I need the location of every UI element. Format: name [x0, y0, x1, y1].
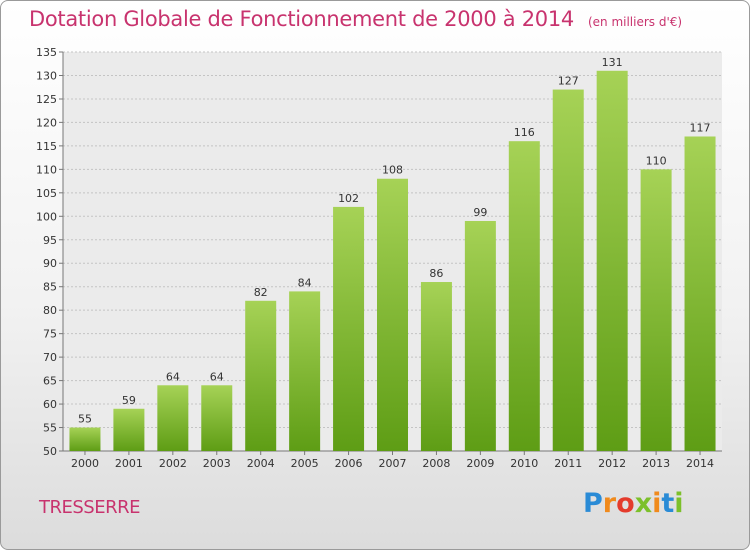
data-label-2002: 64 — [166, 370, 180, 383]
data-label-2000: 55 — [78, 413, 92, 426]
bar-2008 — [420, 282, 452, 451]
chart-title: Dotation Globale de Fonctionnement de 20… — [29, 7, 682, 31]
bar-2000 — [69, 427, 101, 451]
data-label-2010: 116 — [514, 126, 535, 139]
y-tick-label: 75 — [43, 328, 57, 341]
x-tick-label-2008: 2008 — [422, 457, 450, 470]
y-tick-label: 135 — [36, 46, 57, 59]
proxiti-logo: Proxiti — [583, 488, 684, 519]
data-label-2011: 127 — [558, 75, 579, 88]
data-label-2001: 59 — [122, 394, 136, 407]
town-name: TRESSERRE — [39, 497, 141, 518]
x-tick-label-2010: 2010 — [510, 457, 538, 470]
bar-2009 — [464, 220, 496, 451]
bar-2003 — [201, 385, 233, 451]
x-tick-label-2007: 2007 — [379, 457, 407, 470]
data-label-2012: 131 — [602, 56, 623, 69]
y-tick-label: 60 — [43, 398, 57, 411]
data-label-2007: 108 — [382, 164, 403, 177]
y-tick-label: 110 — [36, 163, 57, 176]
y-tick-label: 80 — [43, 304, 57, 317]
bar-2013 — [640, 169, 672, 451]
data-label-2005: 84 — [298, 276, 312, 289]
x-tick-label-2004: 2004 — [247, 457, 275, 470]
chart-title-text: Dotation Globale de Fonctionnement de 20… — [29, 7, 574, 31]
bar-2002 — [157, 385, 189, 451]
x-tick-label-2011: 2011 — [554, 457, 582, 470]
bar-2014 — [684, 136, 716, 451]
y-tick-label: 90 — [43, 257, 57, 270]
x-tick-label-2003: 2003 — [203, 457, 231, 470]
bar-2006 — [333, 206, 365, 451]
x-tick-label-2001: 2001 — [115, 457, 143, 470]
data-label-2003: 64 — [210, 370, 224, 383]
chart-subtitle: (en milliers d'€) — [587, 15, 683, 29]
y-tick-label: 65 — [43, 375, 57, 388]
data-label-2009: 99 — [473, 206, 487, 219]
bar-2010 — [508, 141, 540, 451]
y-tick-label: 85 — [43, 281, 57, 294]
y-tick-label: 125 — [36, 93, 57, 106]
x-tick-label-2013: 2013 — [642, 457, 670, 470]
y-tick-label: 130 — [36, 69, 57, 82]
bar-2012 — [596, 70, 628, 451]
y-tick-label: 115 — [36, 140, 57, 153]
data-label-2006: 102 — [338, 192, 359, 205]
y-tick-label: 95 — [43, 234, 57, 247]
x-tick-label-2009: 2009 — [466, 457, 494, 470]
data-label-2004: 82 — [254, 286, 268, 299]
x-tick-label-2005: 2005 — [291, 457, 319, 470]
bar-2011 — [552, 89, 584, 451]
bar-2004 — [245, 300, 277, 451]
bar-2007 — [377, 178, 408, 451]
x-tick-label-2006: 2006 — [335, 457, 363, 470]
data-label-2014: 117 — [690, 121, 711, 134]
y-tick-label: 105 — [36, 187, 57, 200]
x-tick-label-2002: 2002 — [159, 457, 187, 470]
x-tick-label-2012: 2012 — [598, 457, 626, 470]
x-tick-label-2014: 2014 — [686, 457, 714, 470]
y-tick-label: 50 — [43, 445, 57, 458]
data-label-2013: 110 — [646, 154, 667, 167]
y-tick-label: 120 — [36, 116, 57, 129]
y-tick-label: 55 — [43, 422, 57, 435]
y-tick-label: 100 — [36, 210, 57, 223]
x-tick-label-2000: 2000 — [71, 457, 99, 470]
bar-2001 — [113, 408, 145, 451]
bar-2005 — [289, 291, 321, 451]
data-label-2008: 86 — [429, 267, 443, 280]
y-tick-label: 70 — [43, 351, 57, 364]
